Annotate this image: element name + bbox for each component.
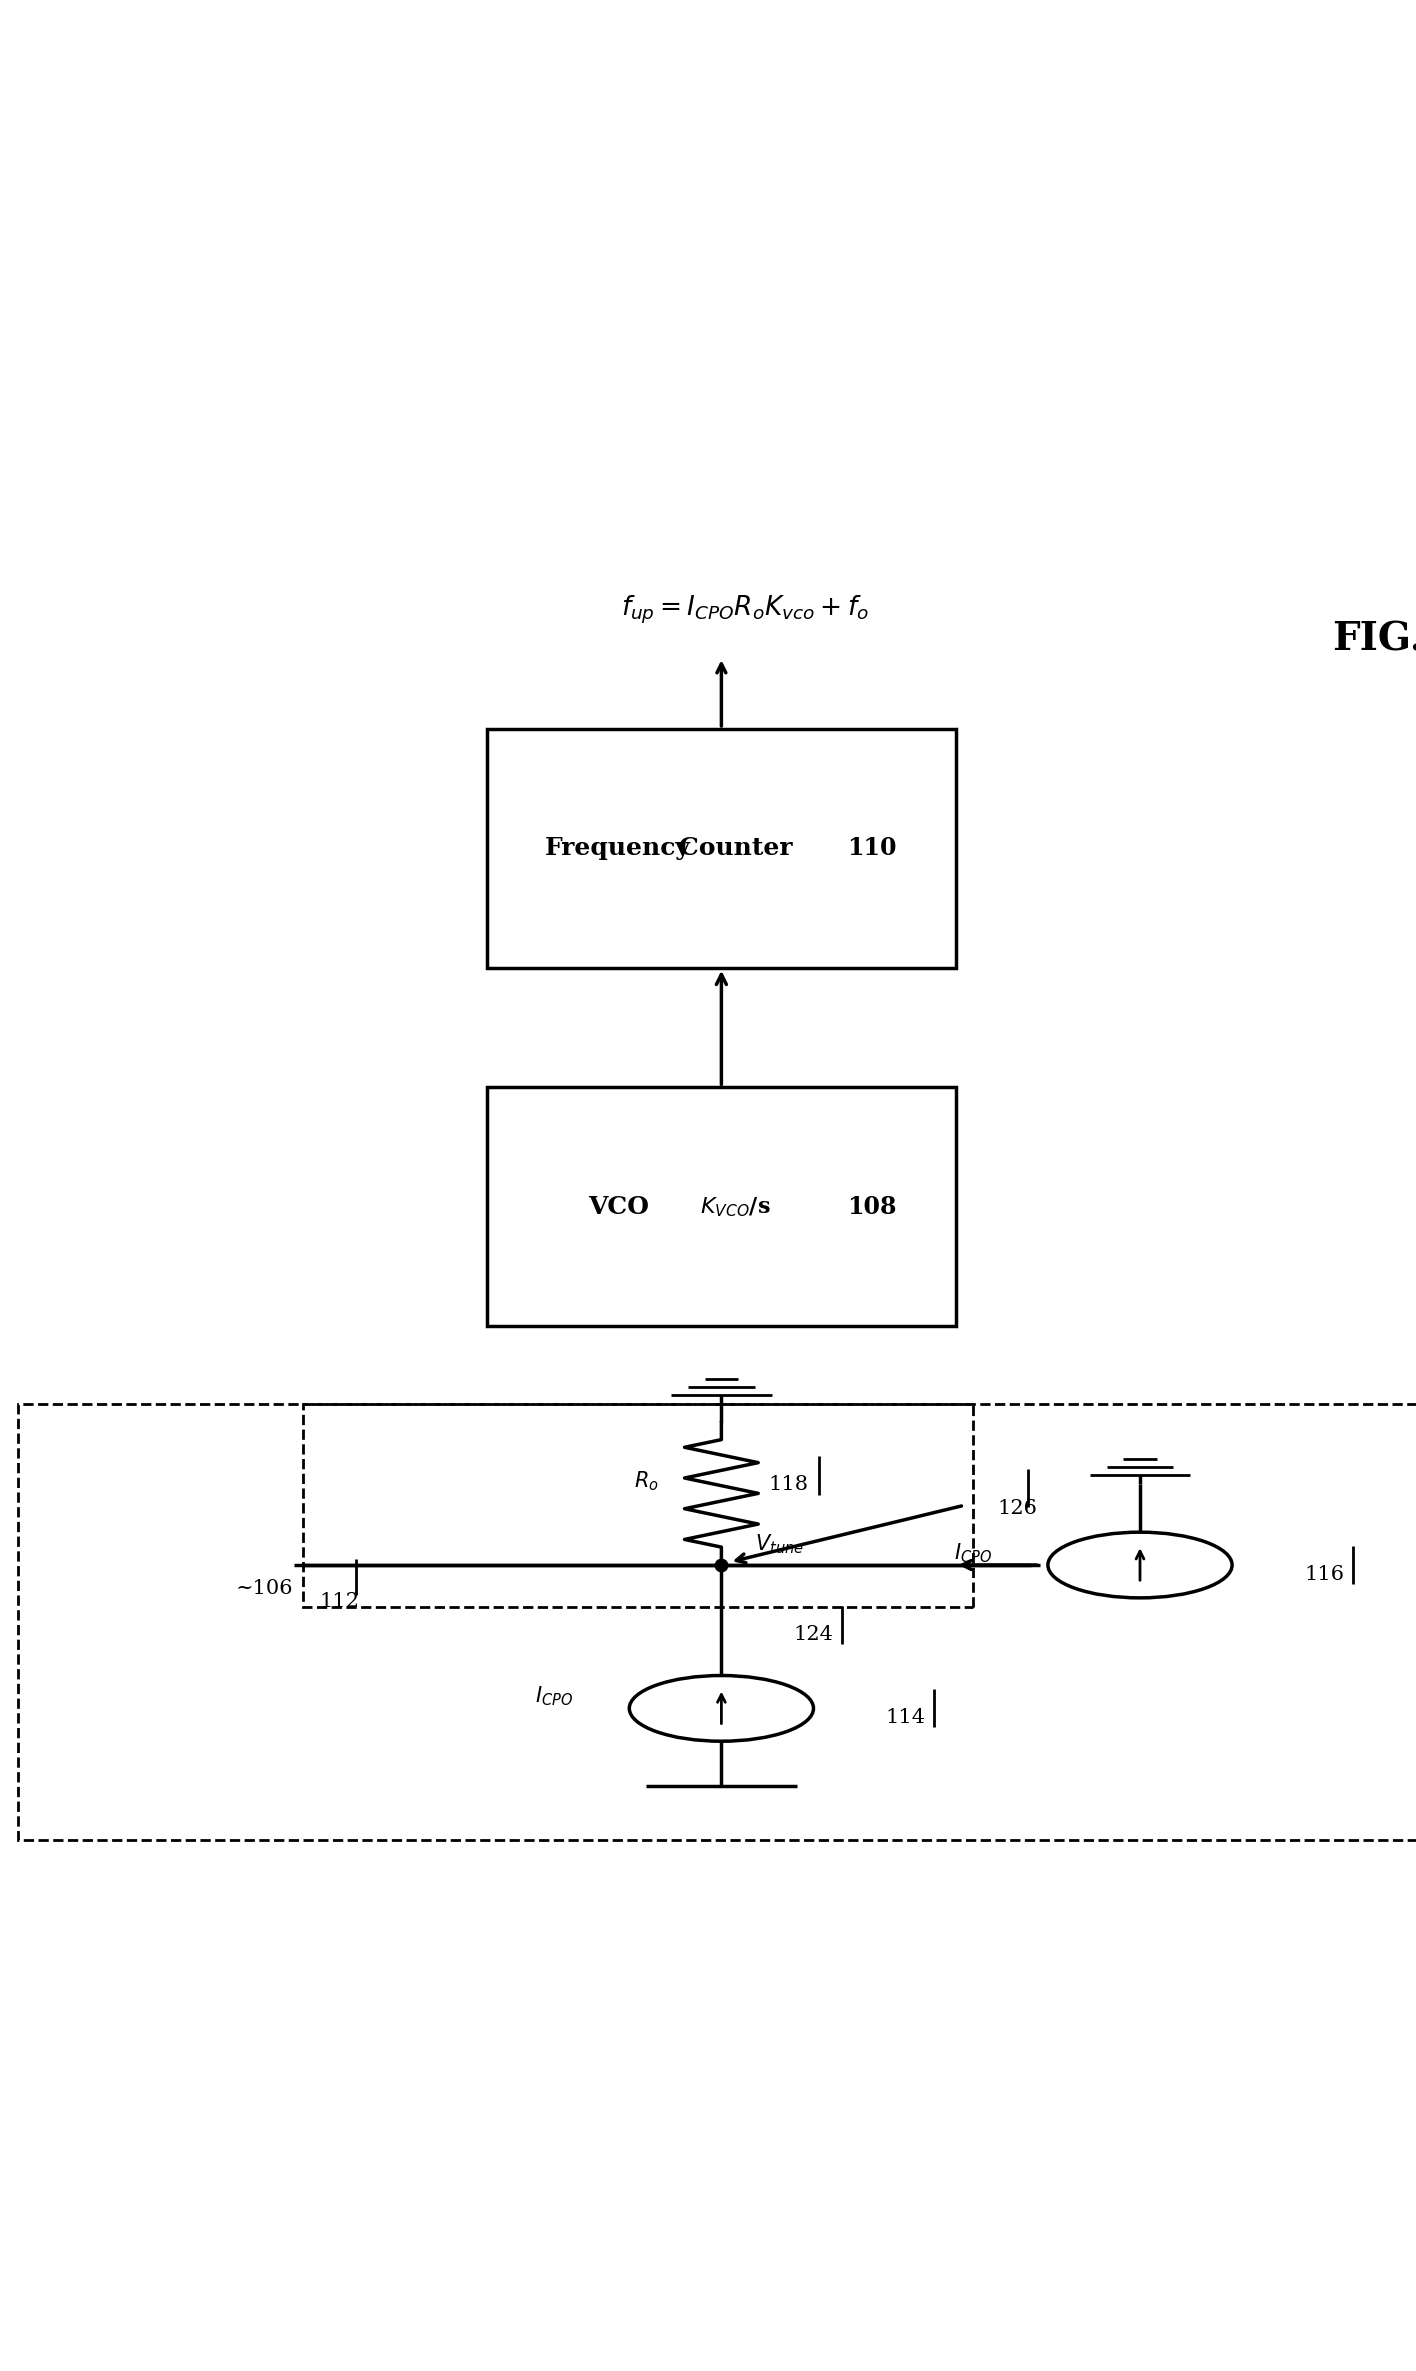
Text: 112: 112: [320, 1591, 360, 1610]
Text: $V_{tune}$: $V_{tune}$: [755, 1532, 804, 1555]
Bar: [303, 1404, 973, 1608]
Text: $K_{VCO}$/s: $K_{VCO}$/s: [700, 1195, 770, 1219]
Text: ~106: ~106: [236, 1579, 293, 1598]
Text: Counter: Counter: [678, 837, 792, 861]
Text: 108: 108: [847, 1195, 896, 1219]
Bar: [487, 728, 956, 967]
Text: $f_{up}=I_{CPO}R_oK_{vco}+f_o$: $f_{up}=I_{CPO}R_oK_{vco}+f_o$: [622, 593, 869, 626]
Text: VCO: VCO: [588, 1195, 649, 1219]
Text: $I_{CPO}$: $I_{CPO}$: [535, 1686, 573, 1709]
Text: $R_o$: $R_o$: [633, 1470, 658, 1494]
Text: 116: 116: [1304, 1565, 1344, 1584]
Bar: [487, 1088, 956, 1325]
Text: $I_{CPO}$: $I_{CPO}$: [953, 1541, 991, 1565]
Bar: [18, 1404, 1416, 1840]
Text: 110: 110: [847, 837, 896, 861]
Text: Frequency: Frequency: [545, 837, 691, 861]
Text: 124: 124: [793, 1624, 834, 1643]
Text: FIG.2: FIG.2: [1332, 621, 1416, 659]
Text: 126: 126: [998, 1498, 1038, 1517]
Text: 114: 114: [885, 1709, 926, 1728]
Text: 118: 118: [769, 1475, 809, 1494]
